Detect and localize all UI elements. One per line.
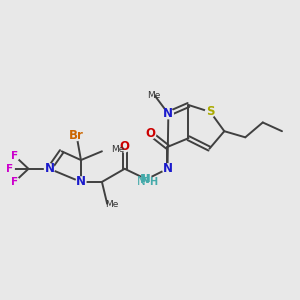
Circle shape bbox=[4, 163, 15, 175]
Circle shape bbox=[9, 150, 20, 161]
Circle shape bbox=[145, 128, 157, 140]
Text: N: N bbox=[137, 176, 146, 188]
Text: Br: Br bbox=[69, 129, 84, 142]
Circle shape bbox=[205, 106, 216, 118]
Text: F: F bbox=[6, 164, 13, 174]
Circle shape bbox=[75, 176, 87, 188]
Text: S: S bbox=[206, 106, 214, 118]
Text: H: H bbox=[142, 174, 151, 184]
Text: Me: Me bbox=[147, 91, 160, 100]
Text: H: H bbox=[149, 177, 158, 187]
Text: N: N bbox=[163, 162, 172, 175]
Circle shape bbox=[119, 141, 130, 153]
Circle shape bbox=[9, 176, 20, 188]
Text: O: O bbox=[120, 140, 130, 153]
Text: Me: Me bbox=[105, 200, 118, 209]
Circle shape bbox=[71, 130, 82, 141]
Circle shape bbox=[141, 174, 152, 185]
Text: N: N bbox=[164, 107, 173, 120]
Text: Me: Me bbox=[111, 146, 124, 154]
Text: N: N bbox=[44, 162, 55, 175]
Text: N: N bbox=[76, 176, 86, 188]
Text: F: F bbox=[11, 151, 18, 161]
Text: N: N bbox=[140, 173, 150, 186]
Circle shape bbox=[44, 163, 55, 175]
Circle shape bbox=[163, 108, 174, 119]
Text: F: F bbox=[11, 177, 18, 187]
Circle shape bbox=[162, 163, 173, 175]
Text: O: O bbox=[146, 127, 156, 140]
